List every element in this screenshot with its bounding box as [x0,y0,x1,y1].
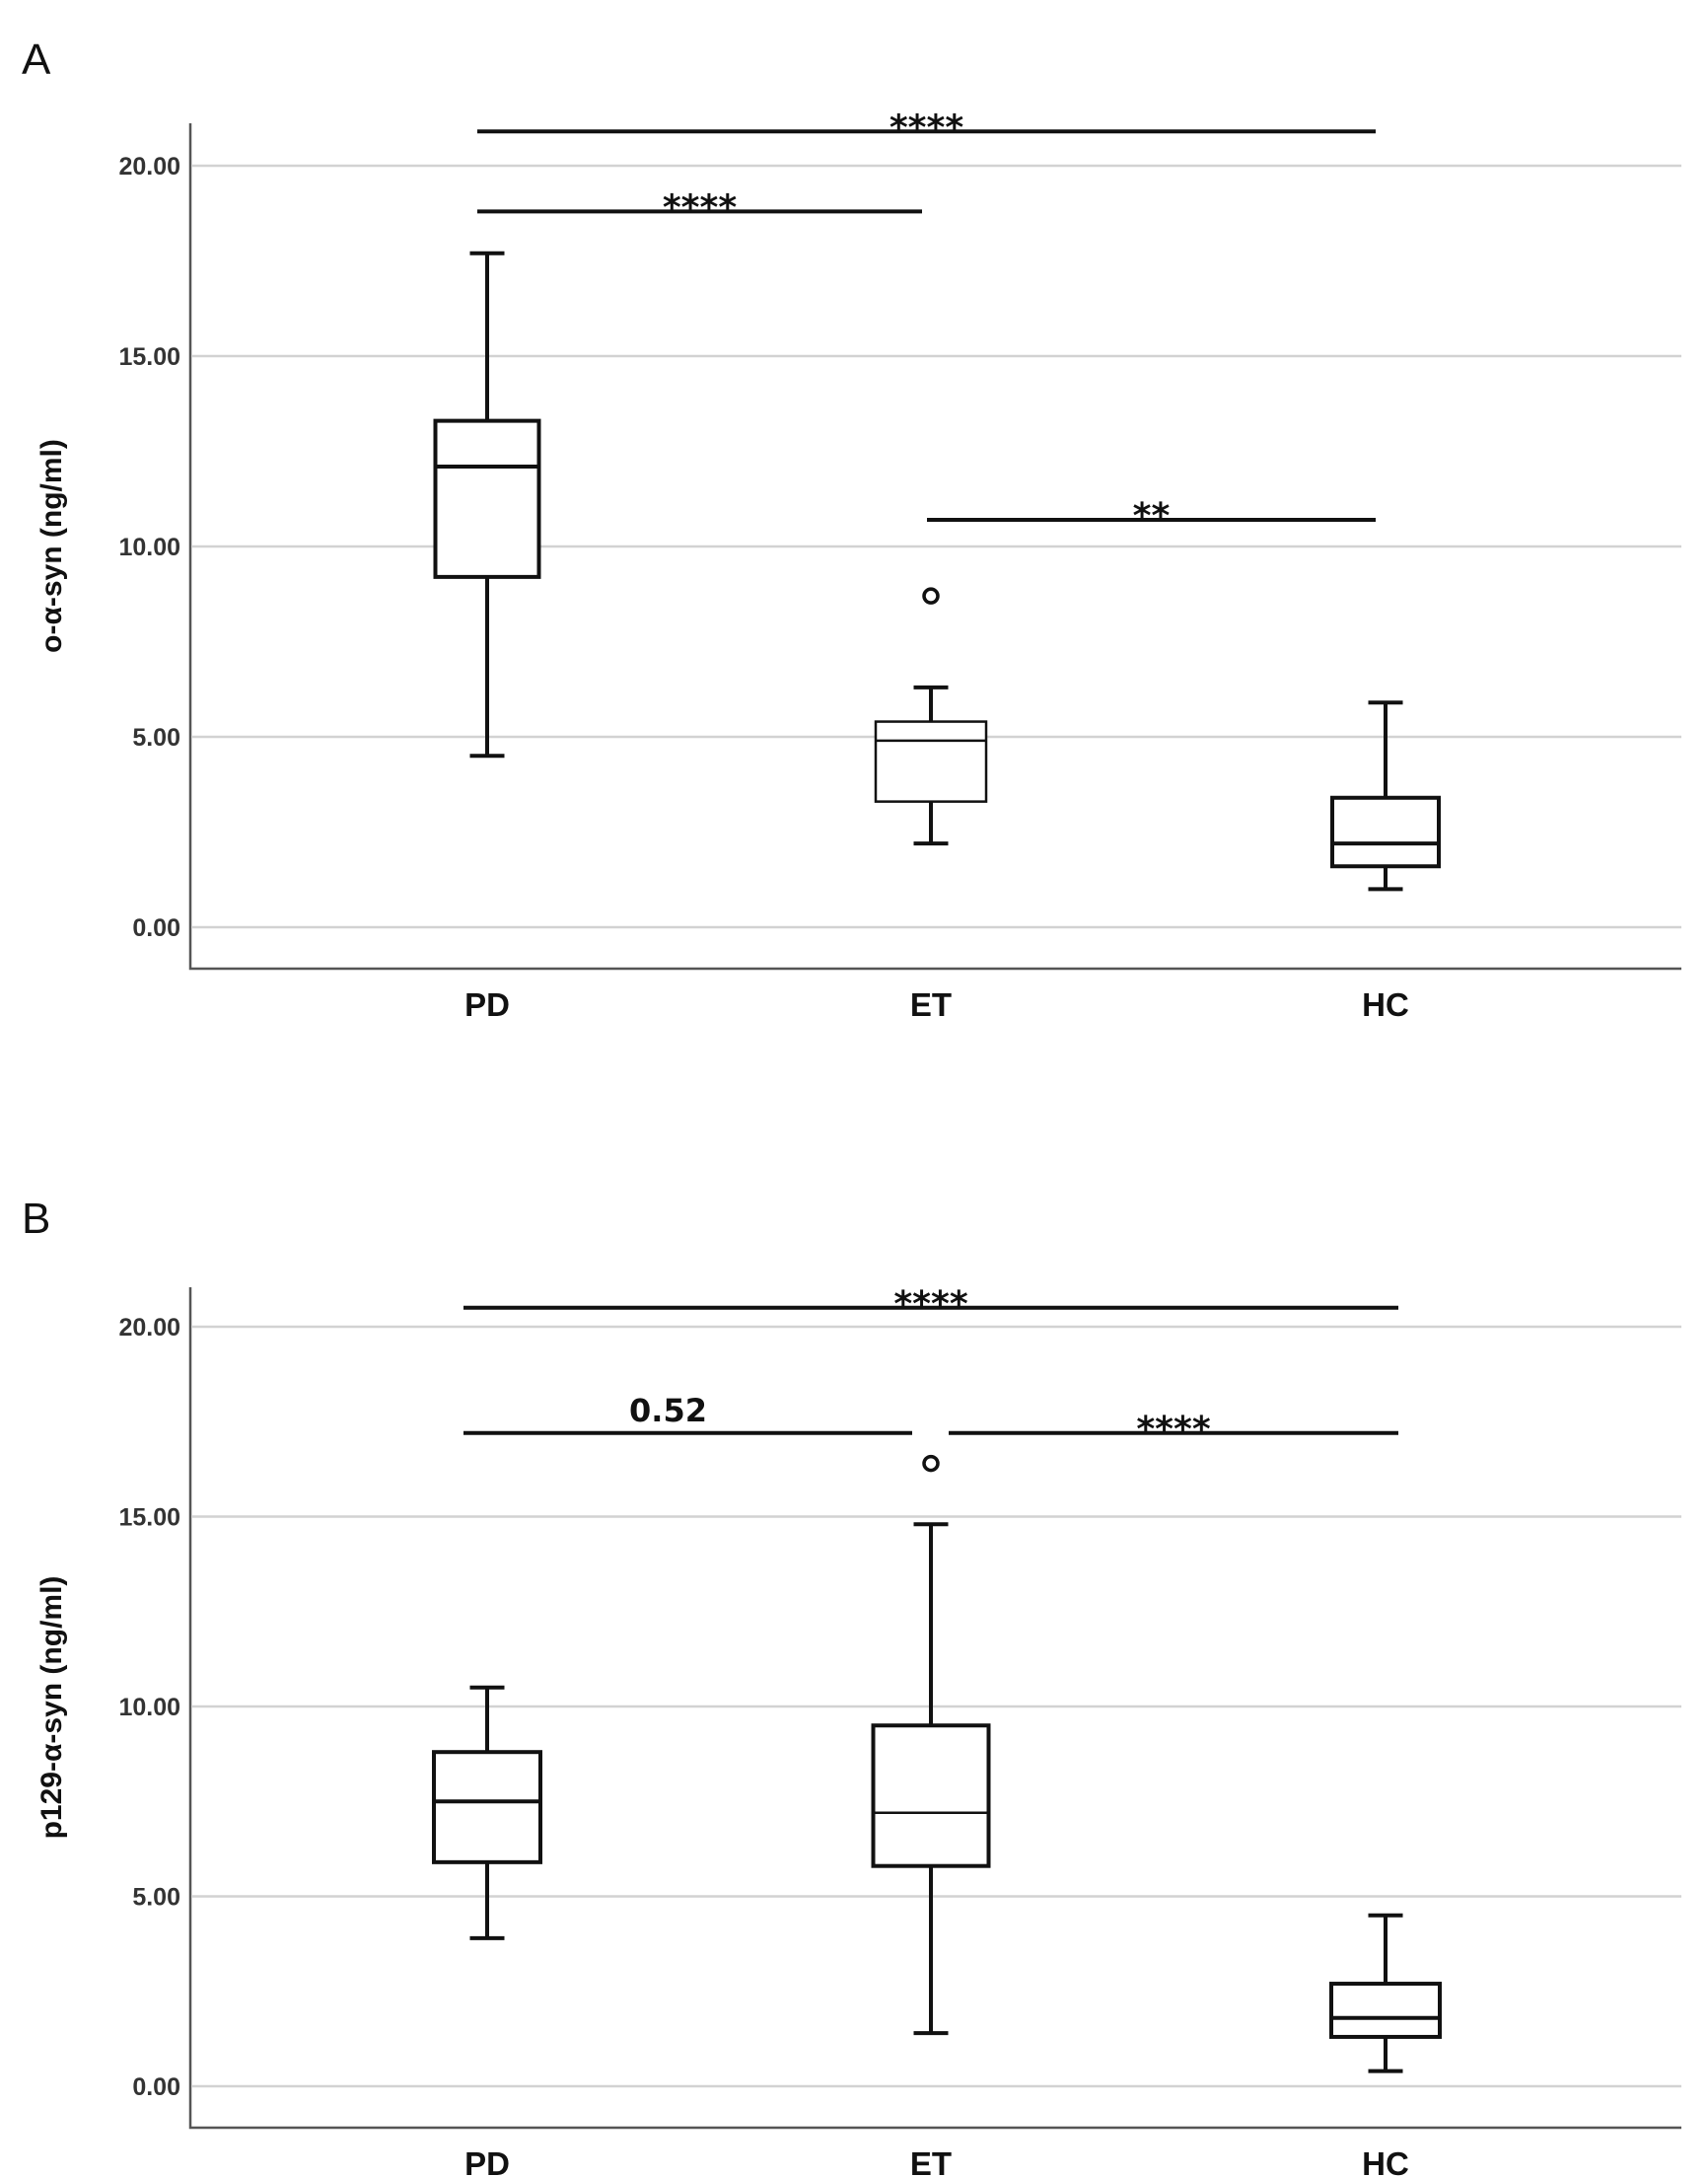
y-axis-label: p129-α-syn (ng/ml) [36,1576,68,1840]
box-iqr [871,1723,991,1868]
y-tick-label: 0.00 [132,2073,180,2101]
y-tick-label: 0.00 [132,914,180,942]
chart-panel-a: A 0.00 5.00 10.00 15.00 20.00 o-α-syn (ng/ml) P… [22,36,1681,1023]
y-tick-label: 20.00 [118,153,180,181]
box-et [871,1454,991,2036]
x-category-label: ET [910,2145,952,2177]
box-et [874,587,988,846]
significance-bracket: 0.52 [463,1392,912,1435]
significance-label: **** [663,187,737,228]
x-category-label: HC [1362,2145,1409,2177]
x-category-label: PD [464,986,510,1023]
box-hc [1330,700,1441,892]
box-iqr [433,418,541,579]
x-category-label: PD [464,2145,510,2177]
y-tick-label: 10.00 [118,534,180,561]
y-tick-label: 5.00 [132,1884,180,1912]
significance-label: **** [893,1284,967,1325]
y-axis-label: o-α-syn (ng/ml) [36,439,68,653]
box-iqr [1329,1982,1442,2039]
axis-frame [188,1287,1681,2130]
y-tick-label: 5.00 [132,724,180,752]
y-tick-label: 20.00 [118,1314,180,1342]
y-tick-label: 15.00 [118,1504,180,1532]
panel-label: B [22,1195,50,1243]
outlier-point [922,1454,940,1473]
significance-bracket: ** [927,496,1376,537]
significance-bracket: **** [463,1284,1398,1325]
box-iqr [432,1750,542,1864]
significance-bracket: **** [477,187,922,228]
significance-label: **** [1136,1410,1210,1450]
x-category-label: ET [910,986,952,1023]
y-tick-label: 10.00 [118,1694,180,1721]
box-hc [1329,1913,1442,2073]
significance-label: 0.52 [629,1392,707,1429]
significance-label: ** [1133,496,1171,537]
significance-label: **** [890,108,963,148]
significance-bracket: **** [949,1410,1398,1450]
chart-panel-b: B 0.00 5.00 10.00 15.00 20.00 p129-α-syn (ng/m… [22,1195,1681,2177]
axis-frame [188,123,1681,971]
x-category-label: HC [1362,986,1409,1023]
outlier-point [922,587,940,605]
box-iqr [874,720,988,803]
box-iqr [1330,795,1441,869]
box-pd [433,251,541,759]
panel-label: A [22,36,51,84]
y-tick-label: 15.00 [118,343,180,371]
significance-bracket: **** [477,108,1376,148]
box-pd [432,1685,542,1940]
